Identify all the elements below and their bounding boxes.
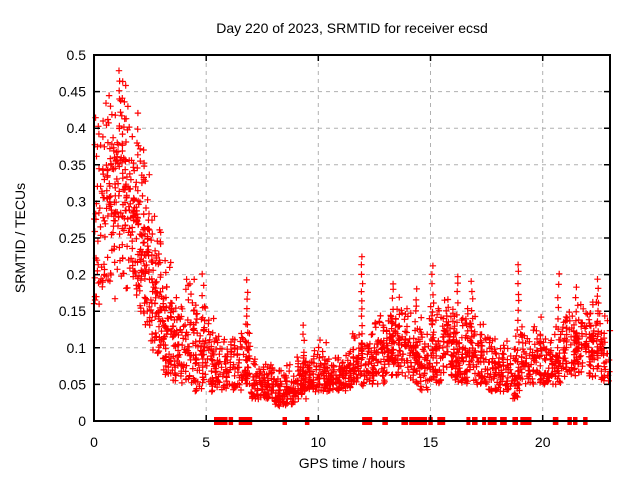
x-tick-label: 20 [535, 434, 551, 450]
y-tick-label: 0.5 [67, 47, 87, 63]
y-tick-label: 0.05 [59, 376, 86, 392]
y-tick-labels: 0 0.05 0.1 0.15 0.2 0.25 0.3 0.35 0.4 0.45 0.5 [59, 47, 86, 429]
tick-marks [93, 54, 610, 422]
y-tick-label: 0.3 [67, 193, 87, 209]
y-axis-label: SRMTID / TECUs [12, 183, 28, 293]
y-tick-label: 0.1 [67, 340, 87, 356]
x-tick-label: 0 [90, 434, 98, 450]
x-axis-label: GPS time / hours [299, 455, 406, 471]
y-tick-label: 0.25 [59, 230, 86, 246]
y-tick-label: 0.45 [59, 84, 86, 100]
x-tick-labels: 0 5 10 15 20 [90, 434, 551, 450]
y-tick-label: 0.35 [59, 157, 86, 173]
y-tick-label: 0.4 [67, 120, 87, 136]
x-tick-label: 10 [311, 434, 327, 450]
y-tick-label: 0 [78, 413, 86, 429]
scatter-points [90, 67, 614, 410]
chart-title: Day 220 of 2023, SRMTID for receiver ecs… [216, 20, 488, 36]
x-tick-label: 15 [423, 434, 439, 450]
axis-ticks [93, 54, 610, 422]
y-tick-label: 0.15 [59, 303, 86, 319]
y-tick-label: 0.2 [67, 267, 87, 283]
x-tick-label: 5 [202, 434, 210, 450]
